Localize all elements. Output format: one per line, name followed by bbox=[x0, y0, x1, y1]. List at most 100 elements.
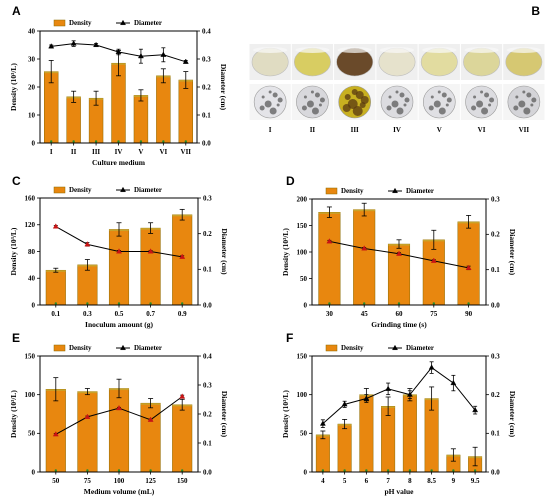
y2-tick-label: 0.0 bbox=[203, 468, 212, 476]
photo-label: IV bbox=[393, 126, 401, 134]
legend-diameter-label: Diameter bbox=[134, 19, 162, 27]
baseline-dot bbox=[117, 302, 121, 305]
legend-diameter-marker bbox=[392, 187, 398, 193]
y2-tick-label: 0.1 bbox=[203, 266, 212, 274]
colony-spot bbox=[526, 92, 532, 98]
x-tick-label: 6 bbox=[365, 477, 369, 485]
x-tick-label: 75 bbox=[84, 477, 92, 485]
y2-axis-label: Diameter (cm) bbox=[508, 391, 517, 438]
diameter-marker bbox=[341, 401, 348, 407]
diameter-marker bbox=[116, 404, 122, 411]
x-tick-label: 0.3 bbox=[83, 310, 92, 318]
colony-spot bbox=[342, 104, 351, 112]
baseline-dot bbox=[181, 302, 184, 305]
colony-spot bbox=[360, 96, 369, 104]
density-bar bbox=[133, 95, 149, 144]
x-tick-label: 0.5 bbox=[115, 310, 124, 318]
x-tick-label: IV bbox=[115, 148, 123, 156]
y2-tick-label: 0.0 bbox=[203, 301, 212, 309]
x-tick-label: VI bbox=[159, 148, 167, 156]
diameter-marker bbox=[430, 257, 437, 263]
colony-spot bbox=[515, 95, 519, 99]
legend-density-swatch bbox=[53, 344, 66, 352]
photo-label: III bbox=[351, 126, 359, 134]
flask-rim bbox=[295, 47, 330, 53]
flask-rim bbox=[253, 47, 288, 53]
flask-rim bbox=[506, 47, 541, 53]
colony-spot bbox=[403, 103, 407, 107]
colony-spot bbox=[523, 107, 531, 115]
panel-label: F bbox=[286, 331, 293, 345]
diameter-marker bbox=[406, 391, 413, 397]
diameter-marker bbox=[70, 40, 77, 46]
diameter-marker bbox=[319, 420, 326, 426]
colony-spot bbox=[481, 107, 489, 115]
density-bar bbox=[457, 221, 480, 306]
colony-spot bbox=[437, 90, 441, 94]
y-tick-label: 150 bbox=[25, 352, 36, 360]
density-bar bbox=[156, 75, 171, 144]
legend-diameter-marker bbox=[120, 19, 126, 25]
diameter-marker bbox=[363, 395, 370, 401]
colony-spot bbox=[344, 94, 351, 100]
panel-label: A bbox=[12, 4, 21, 18]
x-tick-label: II bbox=[71, 148, 77, 156]
density-bar bbox=[359, 394, 374, 473]
y-tick-label: 30 bbox=[28, 55, 36, 63]
panel-label: B bbox=[531, 4, 540, 18]
baseline-dot bbox=[117, 469, 121, 472]
colony-spot bbox=[399, 92, 405, 98]
density-bar bbox=[45, 269, 66, 306]
baseline-dot bbox=[430, 469, 433, 472]
x-axis-label: Medium volume (mL) bbox=[84, 487, 155, 496]
colony-spot bbox=[269, 107, 277, 115]
baseline-dot bbox=[181, 469, 184, 472]
colony-spot bbox=[441, 92, 447, 98]
x-tick-label: 8 bbox=[408, 477, 412, 485]
y-axis-label: Density (10³/L) bbox=[9, 63, 18, 111]
baseline-dot bbox=[397, 302, 401, 305]
baseline-dot bbox=[72, 140, 75, 143]
colony-spot bbox=[433, 100, 441, 108]
colony-spot bbox=[319, 97, 325, 103]
baseline-dot bbox=[467, 302, 470, 305]
legend-diameter-marker bbox=[120, 186, 126, 192]
colony-spot bbox=[388, 95, 392, 99]
y-tick-label: 50 bbox=[300, 275, 308, 283]
y-tick-label: 150 bbox=[297, 352, 308, 360]
baseline-dot bbox=[321, 469, 325, 472]
y2-tick-label: 0.2 bbox=[203, 410, 212, 418]
photo-panel-b: BI II III IV V VI VII bbox=[249, 4, 545, 134]
y2-tick-label: 0.0 bbox=[491, 468, 500, 476]
photo-label: II bbox=[310, 126, 316, 134]
diameter-marker bbox=[52, 223, 59, 229]
diameter-marker bbox=[450, 379, 457, 386]
x-tick-label: 125 bbox=[145, 477, 156, 485]
flask-rim bbox=[464, 47, 499, 53]
x-tick-label: I bbox=[50, 148, 53, 156]
baseline-dot bbox=[386, 469, 390, 472]
density-bar bbox=[77, 264, 98, 306]
y-tick-label: 150 bbox=[297, 222, 308, 230]
plot-frame bbox=[311, 355, 487, 473]
baseline-dot bbox=[184, 140, 187, 143]
colony-spot bbox=[303, 95, 307, 99]
density-bar bbox=[66, 96, 81, 144]
y2-tick-label: 0.3 bbox=[491, 195, 500, 203]
diameter-marker bbox=[326, 238, 333, 244]
y2-tick-label: 0.1 bbox=[491, 430, 500, 438]
y2-tick-label: 0.4 bbox=[202, 27, 211, 35]
y-tick-label: 0 bbox=[32, 139, 36, 147]
colony-spot bbox=[471, 105, 477, 111]
diameter-marker bbox=[396, 250, 402, 256]
colony-spot bbox=[355, 91, 364, 99]
density-bar bbox=[178, 79, 193, 144]
baseline-dot bbox=[139, 140, 143, 143]
y-tick-label: 100 bbox=[297, 248, 308, 256]
y-tick-label: 0 bbox=[32, 468, 36, 476]
diameter-marker bbox=[115, 48, 122, 54]
y-tick-label: 10 bbox=[28, 111, 36, 119]
y-axis-label: Density (10³/L) bbox=[281, 228, 290, 276]
